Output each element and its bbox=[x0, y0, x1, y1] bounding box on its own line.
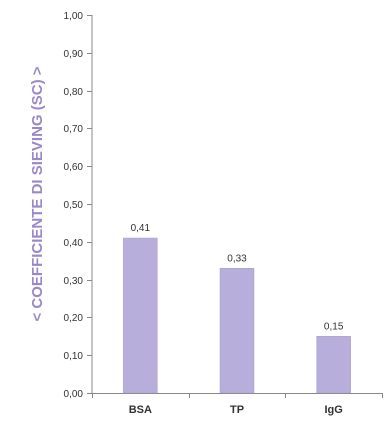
bar-tp bbox=[219, 268, 255, 394]
y-axis-label: < COEFFICIENTE DI SIEVING (SC) > bbox=[29, 66, 46, 321]
y-tick-label: 0,40 bbox=[64, 238, 84, 249]
y-tick-label: 0,80 bbox=[64, 87, 84, 98]
y-tick-label: 0,90 bbox=[64, 49, 84, 60]
x-tick-label: TP bbox=[230, 404, 244, 416]
x-tick-label: IgG bbox=[324, 404, 342, 416]
y-tick-label: 0,30 bbox=[64, 276, 84, 287]
y-tick-label: 0,70 bbox=[64, 124, 84, 135]
x-tick-label: BSA bbox=[129, 404, 152, 416]
y-tick-label: 0,60 bbox=[64, 162, 84, 173]
data-label: 0,15 bbox=[324, 321, 344, 332]
x-axis: BSA TP IgG bbox=[92, 393, 383, 416]
y-tick-label: 0,20 bbox=[64, 313, 84, 324]
y-tick-label: 0,00 bbox=[64, 389, 84, 400]
y-tick-label: 0,50 bbox=[64, 200, 84, 211]
data-label: 0,41 bbox=[131, 223, 151, 234]
y-tick-label: 0,10 bbox=[64, 351, 84, 362]
bar-bsa bbox=[123, 237, 158, 394]
bar-igg bbox=[316, 336, 351, 394]
y-tick-label: 1,00 bbox=[64, 11, 84, 22]
data-label: 0,33 bbox=[227, 253, 247, 264]
bars-group: 0,41 0,33 0,15 bbox=[123, 223, 351, 394]
y-axis: 0,00 0,10 0,20 0,30 0,40 0,50 0,60 0,70 0,80 0,90… bbox=[64, 11, 93, 400]
